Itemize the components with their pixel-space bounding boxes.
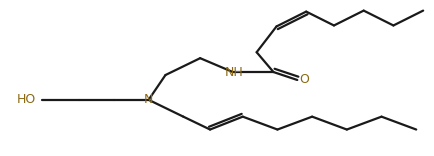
Text: O: O bbox=[299, 73, 309, 86]
Text: N: N bbox=[144, 93, 153, 106]
Text: HO: HO bbox=[16, 93, 36, 106]
Text: NH: NH bbox=[224, 66, 243, 79]
